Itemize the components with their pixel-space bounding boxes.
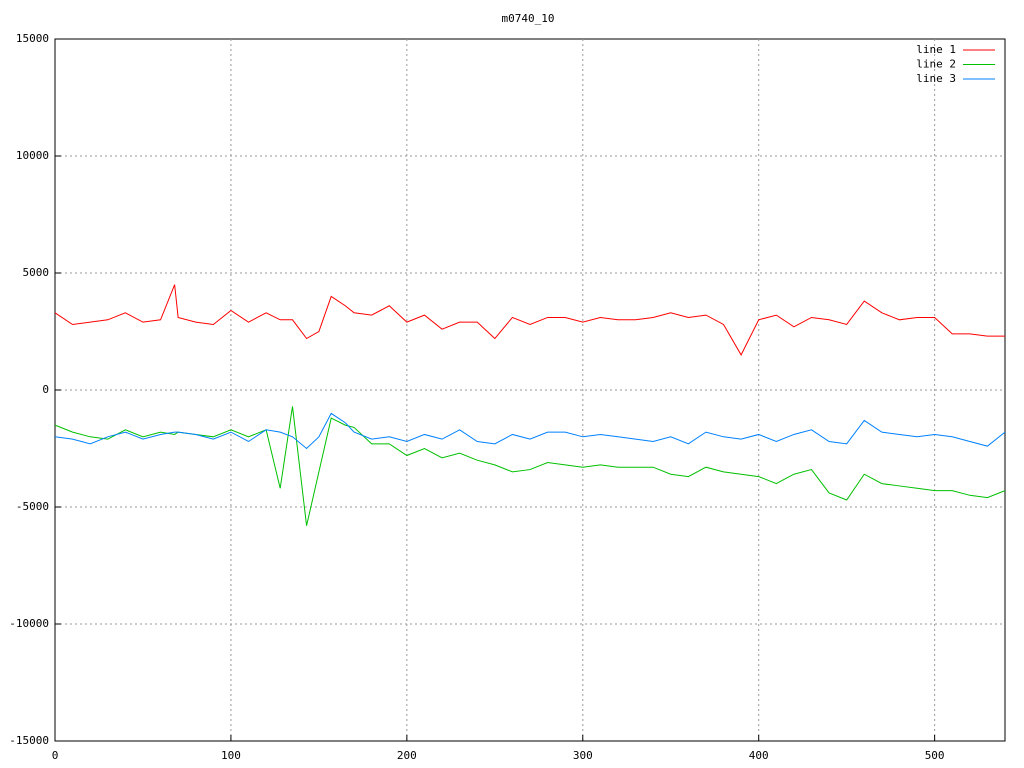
- x-tick-label: 0: [52, 749, 59, 762]
- x-tick-label: 300: [573, 749, 593, 762]
- x-tick-label: 100: [221, 749, 241, 762]
- legend-label: line 3: [916, 72, 956, 85]
- x-tick-label: 500: [925, 749, 945, 762]
- legend-label: line 1: [916, 43, 956, 56]
- y-tick-label: 5000: [23, 266, 50, 279]
- data-line: [54, 406, 1006, 526]
- legend-label: line 2: [916, 58, 956, 71]
- x-tick-label: 200: [397, 749, 417, 762]
- data-line: [54, 412, 1006, 450]
- y-tick-label: 0: [42, 383, 49, 396]
- y-tick-label: -5000: [16, 500, 49, 513]
- y-tick-label: -10000: [9, 617, 49, 630]
- data-line: [54, 284, 1005, 356]
- y-tick-label: 15000: [16, 32, 49, 45]
- chart-title: m0740_10: [502, 12, 555, 25]
- y-tick-label: -15000: [9, 734, 49, 747]
- x-tick-label: 400: [749, 749, 769, 762]
- y-tick-label: 10000: [16, 149, 49, 162]
